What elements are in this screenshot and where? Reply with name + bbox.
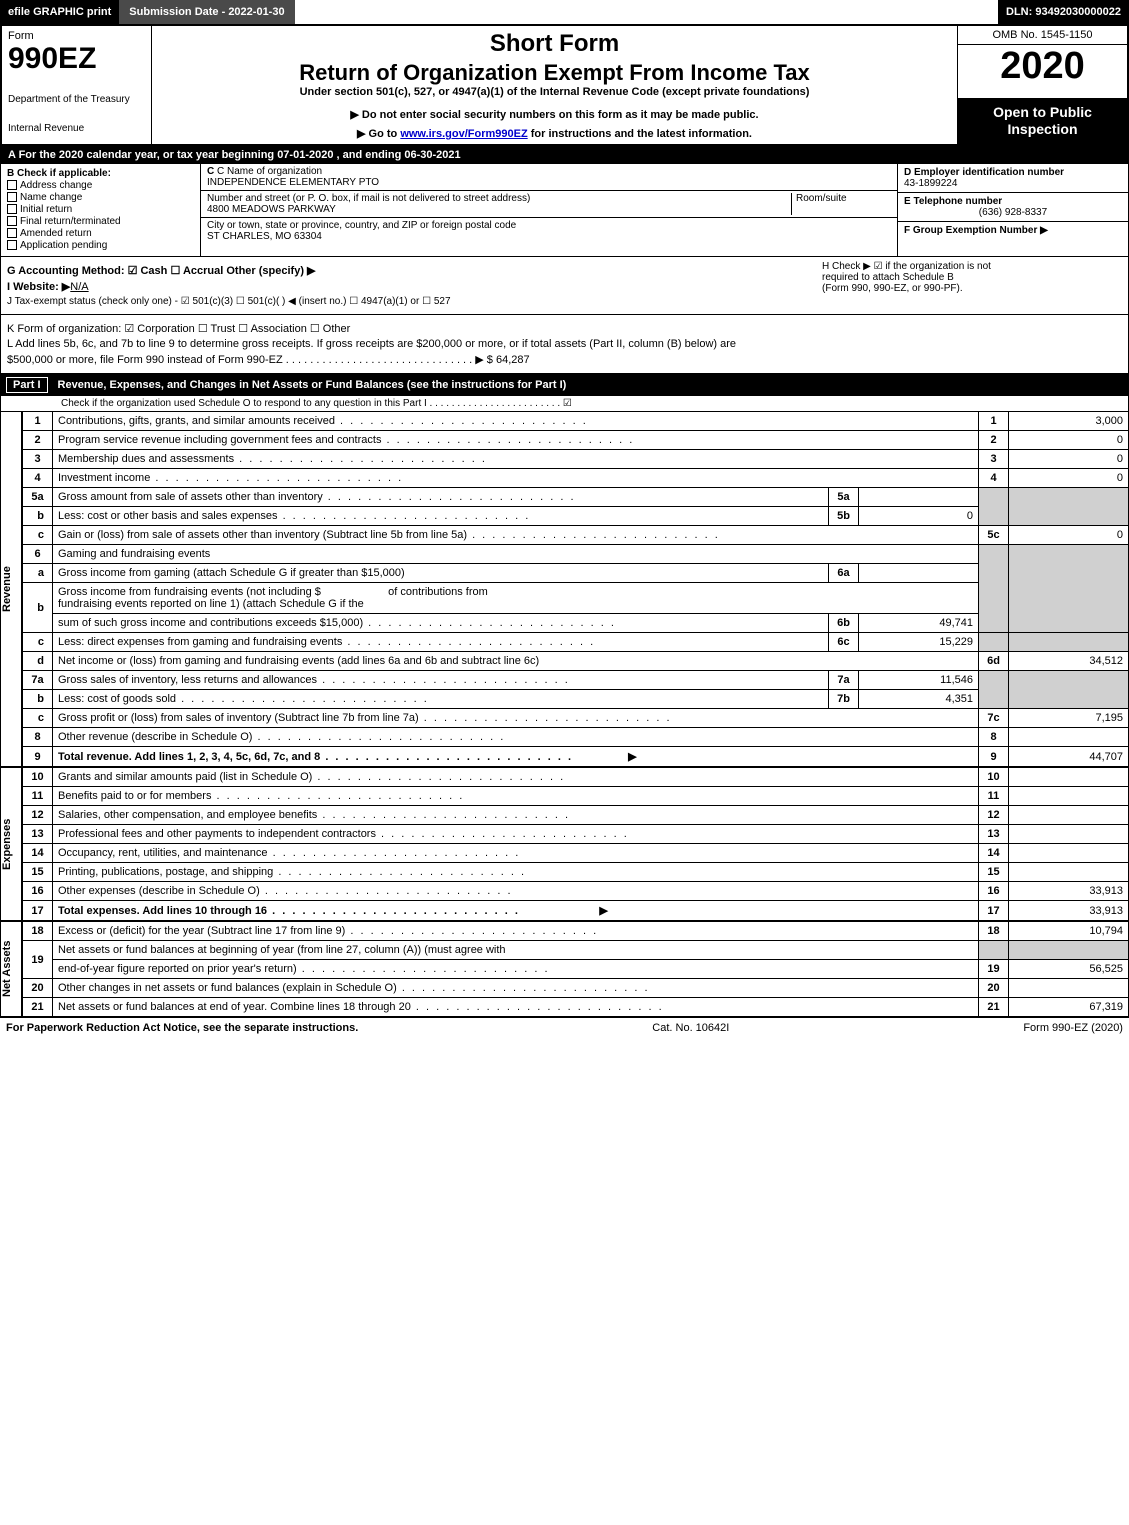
line-17: 17Total expenses. Add lines 10 through 1…: [23, 901, 1129, 921]
check-name-change[interactable]: Name change: [7, 192, 194, 203]
line-10: 10Grants and similar amounts paid (list …: [23, 768, 1129, 787]
f-label: F Group Exemption Number ▶: [904, 225, 1122, 236]
ein-value: 43-1899224: [904, 178, 1122, 189]
form-number: 990EZ: [8, 42, 145, 76]
irs-link[interactable]: www.irs.gov/Form990EZ: [400, 128, 527, 140]
line-8: 8Other revenue (describe in Schedule O)8: [23, 728, 1129, 747]
check-address-change[interactable]: Address change: [7, 180, 194, 191]
part-i-sub: Check if the organization used Schedule …: [0, 396, 1129, 411]
line-5c: cGain or (loss) from sale of assets othe…: [23, 526, 1129, 545]
line-5a: 5aGross amount from sale of assets other…: [23, 488, 1129, 507]
ssn-note: ▶ Do not enter social security numbers o…: [160, 108, 949, 121]
line-4: 4Investment income40: [23, 469, 1129, 488]
city-label: City or town, state or province, country…: [207, 220, 891, 231]
c-label: C C Name of organization: [207, 166, 891, 177]
k-form-org: K Form of organization: ☑ Corporation ☐ …: [7, 322, 1122, 335]
street-address: 4800 MEADOWS PARKWAY: [207, 204, 336, 215]
line-1: 1Contributions, gifts, grants, and simil…: [23, 412, 1129, 431]
section-bcdef: B Check if applicable: Address change Na…: [0, 164, 1129, 257]
line-12: 12Salaries, other compensation, and empl…: [23, 806, 1129, 825]
dln-label: DLN: 93492030000022: [998, 0, 1129, 24]
goto-line: ▶ Go to www.irs.gov/Form990EZ for instru…: [160, 127, 949, 140]
street-label: Number and street (or P. O. box, if mail…: [207, 193, 791, 204]
check-application-pending[interactable]: Application pending: [7, 240, 194, 251]
line-20: 20Other changes in net assets or fund ba…: [23, 979, 1129, 998]
short-form-title: Short Form: [160, 30, 949, 58]
revenue-strip: Revenue: [0, 411, 22, 767]
line-6b: bGross income from fundraising events (n…: [23, 583, 1129, 614]
line-19b: end-of-year figure reported on prior yea…: [23, 960, 1129, 979]
section-ghij: H Check ▶ ☑ if the organization is not r…: [0, 257, 1129, 315]
line-6b-2: sum of such gross income and contributio…: [23, 614, 1129, 633]
line-19a: 19Net assets or fund balances at beginni…: [23, 941, 1129, 960]
form-word: Form: [8, 30, 145, 42]
revenue-table: 1Contributions, gifts, grants, and simil…: [22, 411, 1129, 767]
line-14: 14Occupancy, rent, utilities, and mainte…: [23, 844, 1129, 863]
line-5b: bLess: cost or other basis and sales exp…: [23, 507, 1129, 526]
line-7a: 7aGross sales of inventory, less returns…: [23, 671, 1129, 690]
submission-date: Submission Date - 2022-01-30: [119, 0, 294, 24]
d-label: D Employer identification number: [904, 167, 1122, 178]
line-3: 3Membership dues and assessments30: [23, 450, 1129, 469]
city-state-zip: ST CHARLES, MO 63304: [207, 231, 322, 242]
section-kl: K Form of organization: ☑ Corporation ☐ …: [0, 315, 1129, 374]
return-title: Return of Organization Exempt From Incom…: [160, 60, 949, 86]
line-11: 11Benefits paid to or for members11: [23, 787, 1129, 806]
b-title: B Check if applicable:: [7, 168, 194, 179]
phone-value: (636) 928-8337: [904, 207, 1122, 218]
open-public: Open to Public Inspection: [958, 98, 1127, 144]
line-13: 13Professional fees and other payments t…: [23, 825, 1129, 844]
line-21: 21Net assets or fund balances at end of …: [23, 998, 1129, 1017]
line-6a: aGross income from gaming (attach Schedu…: [23, 564, 1129, 583]
omb-number: OMB No. 1545-1150: [958, 26, 1127, 45]
footer-paperwork: For Paperwork Reduction Act Notice, see …: [6, 1022, 358, 1034]
org-name: INDEPENDENCE ELEMENTARY PTO: [207, 177, 379, 188]
line-6: 6Gaming and fundraising events: [23, 545, 1129, 564]
page-footer: For Paperwork Reduction Act Notice, see …: [0, 1017, 1129, 1038]
check-amended-return[interactable]: Amended return: [7, 228, 194, 239]
j-tax-exempt: J Tax-exempt status (check only one) - ☑…: [7, 296, 1122, 307]
part-i-header: Part I Revenue, Expenses, and Changes in…: [0, 374, 1129, 396]
room-label: Room/suite: [796, 193, 847, 204]
top-bar: efile GRAPHIC print Submission Date - 20…: [0, 0, 1129, 24]
row-a-tax-year: A For the 2020 calendar year, or tax yea…: [0, 146, 1129, 164]
line-6d: dNet income or (loss) from gaming and fu…: [23, 652, 1129, 671]
expenses-table: 10Grants and similar amounts paid (list …: [22, 767, 1129, 921]
under-section: Under section 501(c), 527, or 4947(a)(1)…: [160, 86, 949, 98]
l-gross-receipts-2: $500,000 or more, file Form 990 instead …: [7, 353, 1122, 366]
dept-irs: Internal Revenue: [8, 123, 145, 134]
footer-form-ref: Form 990-EZ (2020): [1023, 1022, 1123, 1034]
tax-year: 2020: [958, 45, 1127, 98]
part-i-title: Revenue, Expenses, and Changes in Net As…: [58, 379, 567, 391]
efile-label[interactable]: efile GRAPHIC print: [0, 0, 119, 24]
line-7c: cGross profit or (loss) from sales of in…: [23, 709, 1129, 728]
line-9: 9Total revenue. Add lines 1, 2, 3, 4, 5c…: [23, 747, 1129, 767]
dept-treasury: Department of the Treasury: [8, 94, 145, 105]
line-18: 18Excess or (deficit) for the year (Subt…: [23, 922, 1129, 941]
check-final-return[interactable]: Final return/terminated: [7, 216, 194, 227]
check-initial-return[interactable]: Initial return: [7, 204, 194, 215]
line-15: 15Printing, publications, postage, and s…: [23, 863, 1129, 882]
l-gross-receipts-1: L Add lines 5b, 6c, and 7b to line 9 to …: [7, 338, 1122, 350]
h-check-box: H Check ▶ ☑ if the organization is not r…: [822, 261, 1122, 294]
net-assets-table: 18Excess or (deficit) for the year (Subt…: [22, 921, 1129, 1017]
footer-cat-no: Cat. No. 10642I: [652, 1022, 729, 1034]
part-i-label: Part I: [6, 377, 48, 393]
line-16: 16Other expenses (describe in Schedule O…: [23, 882, 1129, 901]
expenses-strip: Expenses: [0, 767, 22, 921]
line-2: 2Program service revenue including gover…: [23, 431, 1129, 450]
line-6c: cLess: direct expenses from gaming and f…: [23, 633, 1129, 652]
net-assets-strip: Net Assets: [0, 921, 22, 1017]
form-header: Form 990EZ Department of the Treasury In…: [0, 24, 1129, 146]
line-7b: bLess: cost of goods sold7b4,351: [23, 690, 1129, 709]
e-label: E Telephone number: [904, 196, 1122, 207]
